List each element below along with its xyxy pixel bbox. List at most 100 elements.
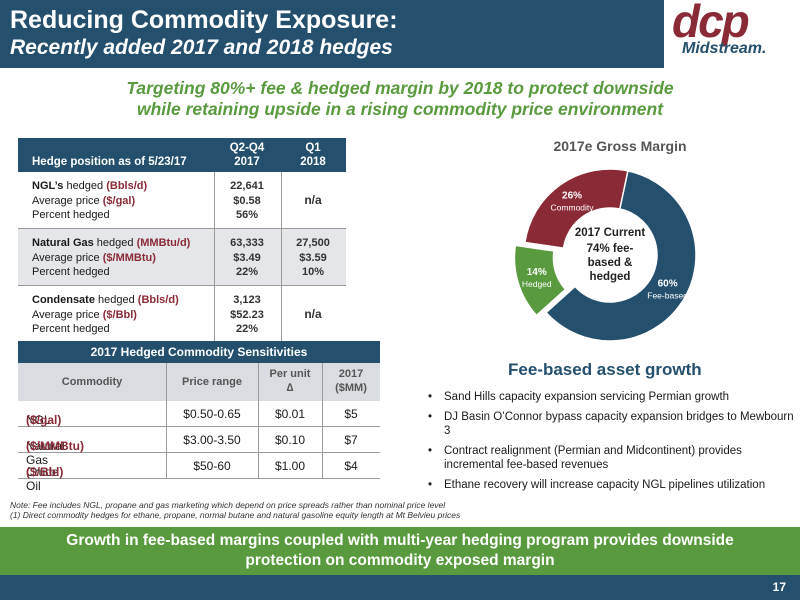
hedge-group-condensate: Condensate hedged (Bbls/d) Average price… [18,286,346,343]
price-label: Average price [32,251,103,264]
sensitivities-table: 2017 Hedged Commodity Sensitivities Comm… [18,341,380,493]
per-unit-line2: ∆ [286,382,294,394]
price-value: $3.49 [233,251,261,264]
hedge-group-ngl: NGL’s hedged (Bbls/d) Average price ($/g… [18,172,346,229]
volume-value: 22,641 [230,180,264,192]
dcp-logo: dcp Midstream. [664,0,800,68]
commodity-unit: ($/gal) [26,413,62,427]
pct-label: Percent hedged [32,323,110,335]
pct-label: Percent hedged [32,266,110,278]
slice-hedged [513,244,567,317]
price-unit: ($/gal) [102,194,136,207]
volume-value: 3,123 [233,294,261,306]
sens-range: $3.00-3.50 [183,433,241,447]
volume-value: 63,333 [230,237,264,249]
slice-name-label: Hedged [522,279,552,289]
pct-label: Percent hedged [32,209,110,221]
sens-per-unit: $1.00 [274,459,306,473]
slice-pct-label: 60% [658,278,678,289]
group-name: NGL’s [32,180,64,192]
slice-pct-label: 14% [527,267,547,278]
slice-fee-based [545,169,697,342]
footnote-1: Note: Fee includes NGL, propane and gas … [10,500,446,510]
price-value: $3.59 [299,251,327,264]
price-value: $52.23 [230,308,264,321]
group-suffix: hedged [93,237,137,249]
hedge-values-2017: 63,333 $3.49 22% [218,236,276,280]
tagline: Targeting 80%+ fee & hedged margin by 20… [0,78,800,120]
slice-name-label: Commodity [551,202,595,212]
sens-mm: $4 [344,459,358,473]
logo-wordmark: dcp [672,0,750,47]
slide-header: Reducing Commodity Exposure: Recently ad… [0,0,800,68]
fee-growth-title: Fee-based asset growth [508,360,702,379]
bullet-item: DJ Basin O’Connor bypass capacity expans… [424,410,794,438]
logo-subtext: Midstream. [682,40,767,57]
sens-per-unit: $0.10 [274,433,306,447]
hedge-header-label: Hedge position as of 5/23/17 [32,156,187,168]
bullet-item: Sand Hills capacity expansion servicing … [424,390,794,404]
per-unit-line1: Per unit [269,368,311,380]
hedge-divider-1 [214,172,215,343]
fee-growth-bullets: Sand Hills capacity expansion servicing … [424,390,794,498]
conclusion-line2: protection on commodity exposed margin [245,552,555,569]
sens-divider-3 [322,363,323,479]
sens-per-unit: $0.01 [274,407,306,421]
commodity-unit: ($/MMBtu) [26,439,84,453]
slide-title: Reducing Commodity Exposure: [10,6,398,34]
col1-line2: 2017 [234,156,260,168]
sens-head-per-unit: Per unit ∆ [258,367,322,395]
sens-head-range: Price range [182,376,242,388]
slice-name-label: Fee-based [647,290,688,300]
group-unit: (MMBtu/d) [136,237,191,249]
hedge-values-2018-na: n/a [304,307,322,321]
footnote-2: (1) Direct commodity hedges for ethane, … [10,510,461,520]
sens-table-title: 2017 Hedged Commodity Sensitivities [18,341,380,363]
sens-range: $0.50-0.65 [183,407,241,421]
pct-value: 10% [301,266,325,278]
gross-margin-donut-chart: 2017 Current 74% fee- based & hedged 60%… [513,168,697,342]
slide-subtitle: Recently added 2017 and 2018 hedges [10,36,393,59]
hedge-group-labels: Natural Gas hedged (MMBtu/d) Average pri… [32,236,190,280]
pct-value: 22% [235,266,259,278]
commodity-name: Natural Gas [26,439,65,467]
mm-line1: 2017 [338,368,364,380]
slice-commodity [524,168,629,249]
hedge-values-2017: 22,641 $0.58 56% [218,179,276,223]
group-unit: (Bbls/d) [106,180,148,192]
center-label-line2: 74% fee- [587,243,634,255]
commodity-name: NGL [26,413,51,427]
pct-value: 22% [235,323,259,335]
mm-line2: ($MM) [335,382,367,394]
sens-row-crude-oil: Crude Oil ($/Bbl) $50-60 $1.00 $4 [18,453,380,493]
group-name: Condensate [32,294,95,306]
col2-line1: Q1 [305,142,321,154]
price-unit: ($/MMBtu) [102,251,156,264]
sens-row-natural-gas: Natural Gas ($/MMBtu) $3.00-3.50 $0.10 $… [18,427,380,467]
group-name: Natural Gas [32,237,94,249]
hedge-group-natural-gas: Natural Gas hedged (MMBtu/d) Average pri… [18,229,346,286]
hedge-header-col2: Q1 2018 [284,141,342,169]
chart-title: 2017e Gross Margin [553,138,687,154]
price-unit: ($/Bbl) [102,308,137,321]
slice-pct-label: 26% [562,190,582,201]
hedge-table-header: Hedge position as of 5/23/17 Q2-Q4 2017 … [18,138,346,172]
conclusion-line1: Growth in fee-based margins coupled with… [66,532,734,549]
hedge-group-labels: Condensate hedged (Bbls/d) Average price… [32,293,179,337]
price-label: Average price [32,194,103,207]
sens-range: $50-60 [193,459,231,473]
tagline-line-2: while retaining upside in a rising commo… [136,99,664,119]
price-value: $0.58 [233,194,261,207]
hedge-header-col1: Q2-Q4 2017 [218,141,276,169]
hedge-values-2017: 3,123 $52.23 22% [218,293,276,337]
commodity-name: Crude Oil [26,465,59,493]
sens-mm: $5 [344,407,358,421]
volume-value: 27,500 [296,237,330,249]
sens-mm: $7 [344,433,358,447]
sens-head-mm: 2017 ($MM) [322,367,380,395]
price-label: Average price [32,308,103,321]
hedge-values-2018-na: n/a [304,193,322,207]
group-suffix: hedged [94,294,138,306]
page-number: 17 [772,580,786,594]
hedge-values-2018: 27,500 $3.59 10% [284,236,342,280]
